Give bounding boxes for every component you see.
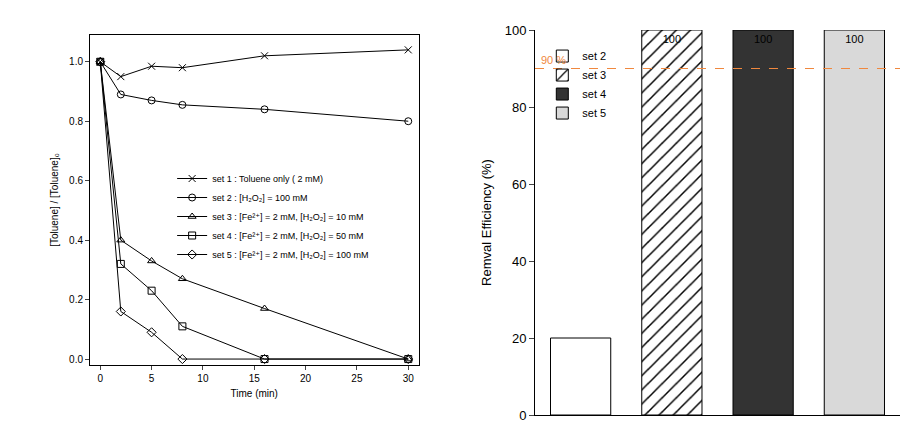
svg-text:30: 30 [403,373,415,384]
svg-text:0.2: 0.2 [69,294,83,305]
svg-text:set 5 : [Fe²⁺] = 2 mM, [H₂O₂]: set 5 : [Fe²⁺] = 2 mM, [H₂O₂] = 100 mM [212,250,368,260]
svg-text:25: 25 [351,373,363,384]
svg-text:set 3 : [Fe²⁺] = 2 mM, [H₂O₂]: set 3 : [Fe²⁺] = 2 mM, [H₂O₂] = 10 mM [212,212,363,222]
svg-text:Time (min): Time (min) [231,388,278,399]
svg-text:0.0: 0.0 [69,354,83,365]
svg-text:set 2 : [H₂O₂] = 100 mM: set 2 : [H₂O₂] = 100 mM [212,193,307,203]
svg-text:60: 60 [512,177,526,192]
svg-text:set 3: set 3 [582,69,606,81]
svg-text:20: 20 [512,331,526,346]
svg-text:set 5: set 5 [582,107,606,119]
svg-text:0.6: 0.6 [69,175,83,186]
svg-text:set 2: set 2 [582,50,606,62]
svg-text:0.8: 0.8 [69,116,83,127]
svg-text:40: 40 [512,254,526,269]
svg-text:0.4: 0.4 [69,235,83,246]
svg-text:10: 10 [197,373,209,384]
svg-text:set 4: set 4 [582,88,606,100]
svg-text:90 %: 90 % [541,54,566,66]
svg-text:15: 15 [249,373,261,384]
svg-text:0: 0 [97,373,103,384]
svg-text:set 1 : Toluene only ( 2 mM): set 1 : Toluene only ( 2 mM) [212,174,323,184]
svg-text:Remval Efficiency (%): Remval Efficiency (%) [479,159,494,286]
svg-text:0: 0 [519,408,526,423]
svg-text:5: 5 [149,373,155,384]
svg-text:set 4 : [Fe²⁺] = 2 mM, [H₂O₂]: set 4 : [Fe²⁺] = 2 mM, [H₂O₂] = 50 mM [212,231,363,241]
svg-text:100: 100 [663,33,681,45]
svg-text:100: 100 [754,33,772,45]
svg-text:20: 20 [300,373,312,384]
svg-text:100: 100 [505,23,527,38]
svg-text:1.0: 1.0 [69,56,83,67]
svg-text:100: 100 [845,33,863,45]
svg-text:[Toluene] / [Toluene]₀: [Toluene] / [Toluene]₀ [49,153,60,247]
svg-text:80: 80 [512,100,526,115]
